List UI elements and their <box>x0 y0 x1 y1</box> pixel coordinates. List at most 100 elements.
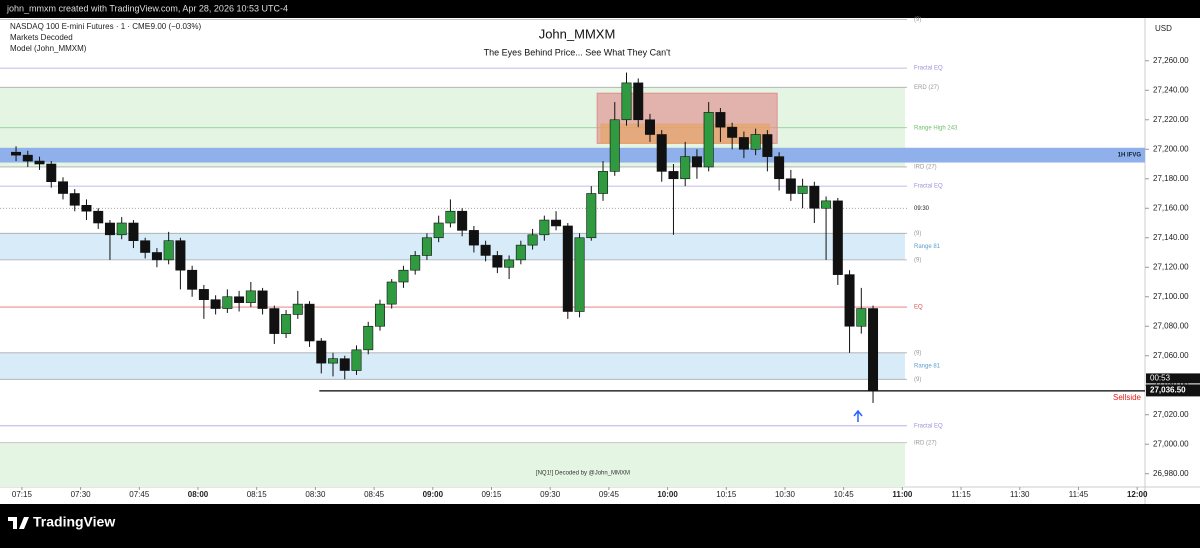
y-tick-label: 27,100.00 <box>1153 292 1189 301</box>
candle-body <box>81 205 92 212</box>
candle-body <box>598 171 609 194</box>
watermark: [NQ1!] Decoded by @John_MMXM <box>536 471 630 477</box>
x-tick-label: 10:15 <box>716 490 737 499</box>
indicator: Model (John_MMXM) <box>10 44 87 53</box>
level-label: IRD (27) <box>914 440 937 446</box>
candle-body <box>140 240 151 253</box>
x-tick-label: 12:00 <box>1127 490 1148 499</box>
candle-body <box>210 299 221 309</box>
candle-body <box>504 259 515 268</box>
y-tick-label: 27,160.00 <box>1153 203 1189 212</box>
candle-body <box>69 193 80 206</box>
candle-body <box>363 325 374 351</box>
sellside-label: Sellside <box>1113 393 1142 402</box>
candle-body <box>856 308 867 327</box>
candle-body <box>727 126 738 138</box>
level-label: Fractal EQ <box>914 184 943 190</box>
candle-body <box>785 178 796 194</box>
candle-body <box>351 349 362 371</box>
signal-arrow <box>853 409 863 422</box>
candle-body <box>46 163 57 183</box>
level-label: (9) <box>914 17 921 23</box>
currency: USD <box>1155 24 1172 33</box>
x-tick-label: 07:45 <box>129 490 150 499</box>
candle-body <box>527 234 538 246</box>
indicator: Markets Decoded <box>10 33 73 42</box>
candle-body <box>269 308 280 334</box>
candle-body <box>715 112 726 128</box>
x-tick-label: 11:00 <box>892 490 913 499</box>
zone <box>0 352 905 380</box>
candle-body <box>621 82 632 121</box>
x-tick-label: 09:00 <box>423 490 444 499</box>
x-tick-label: 10:00 <box>657 490 678 499</box>
candle-body <box>128 222 139 242</box>
candle-body <box>187 269 198 290</box>
candle-body <box>644 119 655 135</box>
candle-body <box>609 119 620 172</box>
level-label: Fractal EQ <box>914 66 943 72</box>
x-tick-label: 09:45 <box>599 490 620 499</box>
y-tick-label: 27,120.00 <box>1153 262 1189 271</box>
x-tick-label: 09:15 <box>481 490 502 499</box>
x-tick-label: 08:45 <box>364 490 385 499</box>
level-label: Range 81 <box>914 244 941 250</box>
level-label: Fractal EQ <box>914 423 943 429</box>
level-label: ERD (27) <box>914 85 939 91</box>
countdown-box <box>1146 373 1200 384</box>
logo <box>8 517 29 529</box>
level-label: (9) <box>914 377 921 383</box>
y-tick-label: 27,240.00 <box>1153 85 1189 94</box>
candle-body <box>151 252 162 261</box>
candle-body <box>774 156 785 180</box>
x-tick-label: 11:45 <box>1069 490 1089 499</box>
candle-body <box>703 112 714 168</box>
y-tick-label: 27,260.00 <box>1153 56 1189 65</box>
candle-body <box>656 134 667 172</box>
candle-body <box>551 219 562 227</box>
last-price-box <box>1146 384 1200 397</box>
change: −9.00 (−0.03%) <box>146 22 201 31</box>
candle-body <box>738 137 749 150</box>
y-tick-label: 27,000.00 <box>1153 439 1189 448</box>
level-label: Range 81 <box>914 364 941 370</box>
attribution: john_mmxm created with TradingView.com, … <box>6 3 288 13</box>
x-tick-label: 11:15 <box>951 490 971 499</box>
level-label: 09:30 <box>914 206 930 212</box>
candle-body <box>762 134 773 157</box>
candle-body <box>339 358 350 371</box>
zone <box>0 443 905 487</box>
candle-body <box>22 154 33 162</box>
candle-body <box>797 185 808 194</box>
candle-body <box>457 210 468 231</box>
level-label: Range High 243 <box>914 125 958 131</box>
y-tick-label: 27,180.00 <box>1153 174 1189 183</box>
x-tick-label: 09:30 <box>540 490 561 499</box>
candle-body <box>386 281 397 305</box>
candle-body <box>492 255 503 268</box>
candle-body <box>34 160 45 165</box>
candle-body <box>844 274 855 327</box>
x-tick-label: 07:30 <box>71 490 92 499</box>
candle-body <box>163 240 174 261</box>
candle-body <box>398 269 409 283</box>
y-tick-label: 27,080.00 <box>1153 321 1189 330</box>
level-label: (9) <box>914 350 921 356</box>
candle-body <box>868 308 879 391</box>
zone <box>0 233 905 260</box>
candle-body <box>821 200 832 209</box>
x-tick-label: 08:15 <box>247 490 268 499</box>
candle-body <box>468 230 479 246</box>
chart-subtitle: The Eyes Behind Price... See What They C… <box>484 47 671 57</box>
candle-body <box>633 82 644 121</box>
y-tick-label: 27,140.00 <box>1153 233 1189 242</box>
candle-body <box>316 340 327 364</box>
level-label: EQ <box>914 305 923 311</box>
candle-body <box>93 210 104 224</box>
last-price-label: 27,036.50 <box>1150 386 1186 395</box>
candle-body <box>234 296 245 303</box>
candle-body <box>116 222 127 236</box>
candle-body <box>222 296 233 309</box>
candle-body <box>58 181 68 194</box>
